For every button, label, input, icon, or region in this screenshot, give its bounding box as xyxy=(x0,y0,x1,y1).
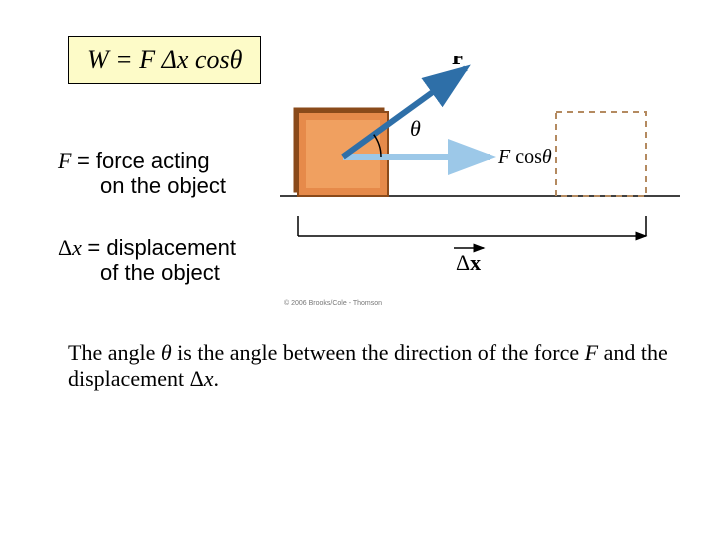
diagram-svg: F cosθ Fθ Δx xyxy=(280,56,680,306)
definition-F-symbol: F xyxy=(58,148,71,173)
definition-dx-text: = displacement xyxy=(87,235,236,260)
definition-dx-delta: Δ xyxy=(58,235,72,260)
force-diagram: F cosθ Fθ Δx © 2006 Brooks/Cole - Thomson xyxy=(280,56,680,306)
svg-text:F: F xyxy=(452,56,465,69)
work-formula: W = F Δx cosθ xyxy=(87,45,242,74)
svg-text:F cosθ: F cosθ xyxy=(497,146,552,168)
definition-F-text: = force acting xyxy=(77,148,210,173)
definition-dx-symbol: x xyxy=(72,235,82,260)
svg-text:θ: θ xyxy=(410,116,421,141)
definition-dx: Δx = displacement of the object xyxy=(58,235,268,286)
definition-F-text2: on the object xyxy=(58,173,226,198)
svg-text:Δx: Δx xyxy=(456,250,481,275)
angle-explanation-text: The angle θ is the angle between the dir… xyxy=(68,340,668,391)
work-formula-box: W = F Δx cosθ xyxy=(68,36,261,84)
definition-F: F = force acting on the object xyxy=(58,148,268,199)
angle-explanation: The angle θ is the angle between the dir… xyxy=(68,340,668,392)
definition-dx-text2: of the object xyxy=(58,260,220,285)
copyright-text: © 2006 Brooks/Cole - Thomson xyxy=(284,300,382,307)
definitions: F = force acting on the object Δx = disp… xyxy=(58,148,268,285)
